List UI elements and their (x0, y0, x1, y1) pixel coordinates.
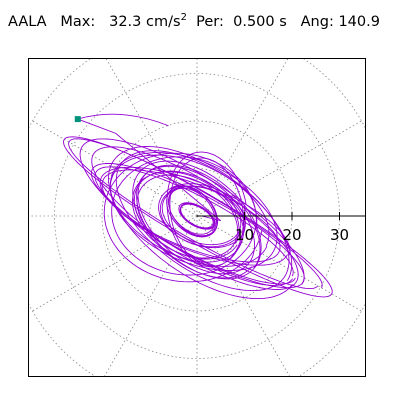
orbit-loop (166, 151, 247, 268)
ang-value: 140.9 (338, 14, 380, 30)
orbit-loop (103, 152, 263, 283)
station-code: AALA (8, 14, 47, 30)
orbit-loop (178, 202, 216, 230)
ang-label: Ang: (300, 14, 334, 30)
orbit-loop (158, 183, 246, 249)
marker-layer (74, 116, 81, 123)
radial-axis: 10 20 30 (197, 212, 365, 244)
max-value: 32.3 (109, 14, 142, 30)
orbit-loop (99, 166, 291, 266)
per-value: 0.500 s (233, 14, 287, 30)
chart-title: AALA Max: 32.3 cm/s2 Per: 0.500 s Ang: 1… (8, 12, 380, 30)
orbit-loop (166, 185, 219, 238)
orbit-loop (90, 163, 305, 289)
max-unit-exponent: 2 (180, 12, 187, 23)
max-unit: cm/s (146, 14, 181, 30)
radial-tick-label: 20 (282, 226, 301, 244)
orbit-loop (109, 152, 278, 271)
max-point-marker (74, 116, 81, 123)
per-label: Per: (196, 14, 224, 30)
orbit-loop (132, 170, 244, 263)
max-label: Max: (60, 14, 96, 30)
radial-tick-label: 10 (235, 226, 254, 244)
orbit-max-excursion (77, 118, 222, 222)
radial-tick-label: 30 (330, 226, 349, 244)
orbit-loop (132, 160, 262, 280)
orbit-max-excursion (77, 113, 169, 127)
orbit-trace (63, 113, 333, 300)
